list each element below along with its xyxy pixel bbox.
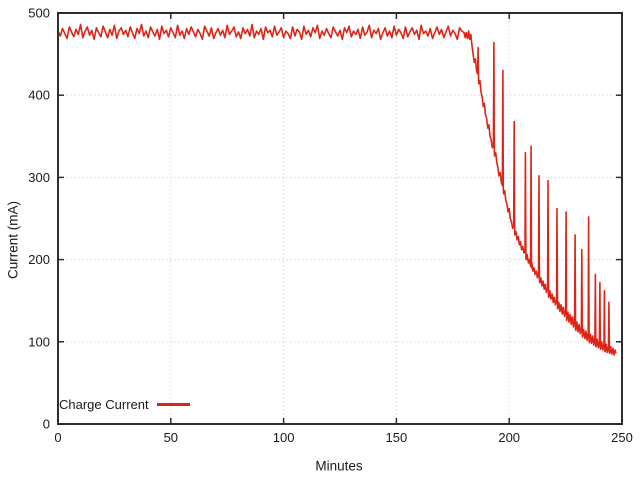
y-tick-label: 500 [28,6,50,21]
y-tick-label: 200 [28,252,50,267]
series-charge-current [57,23,617,356]
y-tick-label: 400 [28,88,50,103]
x-tick-label: 150 [386,430,408,445]
y-tick-label: 0 [43,417,50,432]
plot-border [57,12,623,425]
legend-line-sample [156,403,190,406]
x-tick-label: 50 [164,430,178,445]
y-tick-label: 100 [28,334,50,349]
y-axis-title: Current (mA) [5,200,21,280]
y-tick-label: 300 [28,170,50,185]
x-tick-label: 100 [273,430,295,445]
x-axis-title: Minutes [315,458,363,474]
x-tick-label: 250 [611,430,633,445]
legend-label: Charge Current [59,397,149,412]
legend: Charge Current [59,397,190,412]
x-tick-label: 0 [54,430,61,445]
x-tick-label: 200 [498,430,520,445]
